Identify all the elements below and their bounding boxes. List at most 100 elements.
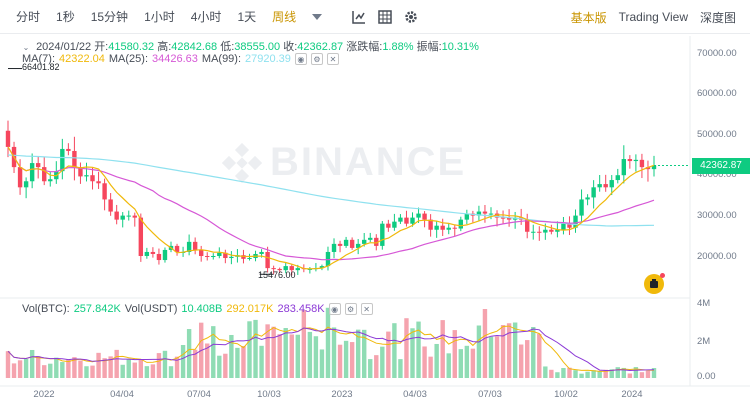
volume-bar [591, 370, 596, 378]
ohlc-low-label: 低: [220, 41, 235, 53]
candle-body [66, 148, 71, 151]
ohlc-info: ⌄ 2024/01/22 开:41580.32 高:42842.68 低:385… [22, 38, 479, 54]
candle-body [627, 159, 633, 162]
collapse-icon[interactable]: ⌄ [22, 43, 30, 52]
volume-bar [96, 352, 101, 378]
volume-bar [440, 320, 445, 378]
volume-bar [180, 345, 186, 378]
time-tick: 2022 [33, 389, 55, 400]
chevron-down-icon[interactable] [304, 6, 330, 28]
candle-body [108, 199, 113, 212]
volume-bar [54, 357, 59, 378]
candle-body [380, 223, 385, 246]
grid-icon[interactable] [372, 6, 398, 28]
candle-body [428, 219, 433, 230]
candle-body [422, 213, 427, 220]
candle-body [549, 229, 554, 232]
volume-bar [325, 307, 331, 378]
candle-body [35, 163, 41, 168]
time-tick: 04/03 [403, 389, 427, 400]
close-icon[interactable]: ✕ [326, 53, 339, 65]
candle-body [325, 251, 331, 267]
volume-bar [458, 349, 464, 378]
current-price-label: 42362.87 [692, 158, 750, 174]
candle-body [440, 225, 445, 230]
candle-body [90, 175, 95, 182]
eye-icon[interactable]: ◉ [328, 303, 341, 315]
vol-tick: 0.00 [697, 371, 716, 382]
candle-body [555, 229, 560, 232]
volume-bar [66, 359, 71, 378]
candle-body [265, 251, 270, 269]
volume-bar [150, 364, 156, 378]
ohlc-close-label: 收: [283, 41, 298, 53]
candle-body [349, 239, 355, 248]
candle-body [585, 197, 590, 200]
candle-body [567, 223, 572, 228]
volume-bar [319, 349, 325, 378]
candle-body [621, 159, 627, 176]
volume-bar [265, 324, 270, 378]
candle-body [283, 266, 288, 271]
time-tick: 10/02 [554, 389, 578, 400]
candle-body [96, 181, 101, 184]
candle-body [476, 211, 482, 216]
ohlc-close: 42362.87 [297, 41, 344, 53]
volume-bar [651, 368, 657, 378]
view-basic[interactable]: 基本版 [570, 10, 607, 25]
candle-body [482, 211, 488, 214]
view-depth[interactable]: 深度图 [699, 10, 736, 25]
candle-body [186, 241, 192, 252]
ma7-value: 42322.04 [59, 53, 105, 65]
candle-body [42, 167, 47, 182]
notification-button[interactable] [644, 273, 665, 294]
binance-logo-icon [222, 142, 262, 183]
volume-bar [277, 334, 282, 378]
ma25-label: MA(25): [108, 53, 149, 65]
volume-bar [289, 334, 294, 378]
view-tradingview[interactable]: Trading View [618, 10, 688, 24]
volume-bar [482, 309, 488, 378]
candle-body [343, 239, 349, 246]
settings-icon[interactable]: ⚙ [310, 53, 323, 65]
candle-body [639, 159, 645, 168]
eye-icon[interactable]: ◉ [294, 53, 307, 65]
candle-body [573, 215, 578, 228]
volume-bar [307, 331, 313, 378]
ma99-label: MA(99): [201, 53, 242, 65]
price-tick: 60000.00 [697, 88, 737, 99]
candle-body [72, 150, 77, 168]
ohlc-low: 38555.00 [234, 41, 281, 53]
interval-1s[interactable]: 1秒 [56, 10, 75, 24]
volume-bar [362, 329, 367, 378]
interval-1h[interactable]: 1小时 [144, 10, 175, 24]
candle-body [404, 217, 409, 224]
candle-body [198, 249, 204, 256]
candle-body [398, 217, 403, 222]
interval-4h[interactable]: 4小时 [190, 10, 222, 24]
interval-15m[interactable]: 15分钟 [90, 10, 129, 24]
volume-bar [301, 310, 307, 378]
indicator-icon[interactable] [346, 6, 372, 28]
settings-icon[interactable]: ⚙ [344, 303, 357, 315]
volume-bar [452, 330, 457, 378]
volume-bar [615, 367, 620, 378]
close-icon[interactable]: ✕ [360, 303, 373, 315]
candle-body [229, 256, 234, 259]
candle-body [488, 213, 494, 215]
candle-body [84, 175, 89, 177]
candle-body [446, 227, 451, 230]
ma25-value: 34426.63 [152, 53, 198, 65]
interval-1d[interactable]: 1天 [237, 10, 257, 24]
ma99-value: 27920.39 [245, 53, 291, 65]
volume-bar [35, 356, 41, 378]
interval-time[interactable]: 分时 [16, 10, 41, 24]
candle-body [392, 221, 397, 228]
gear-icon[interactable] [398, 6, 424, 28]
candle-body [217, 252, 222, 256]
interval-1w[interactable]: 周线 [272, 10, 297, 24]
candle-body [162, 249, 168, 261]
volume-bar [217, 355, 222, 378]
candle-body [78, 167, 83, 177]
